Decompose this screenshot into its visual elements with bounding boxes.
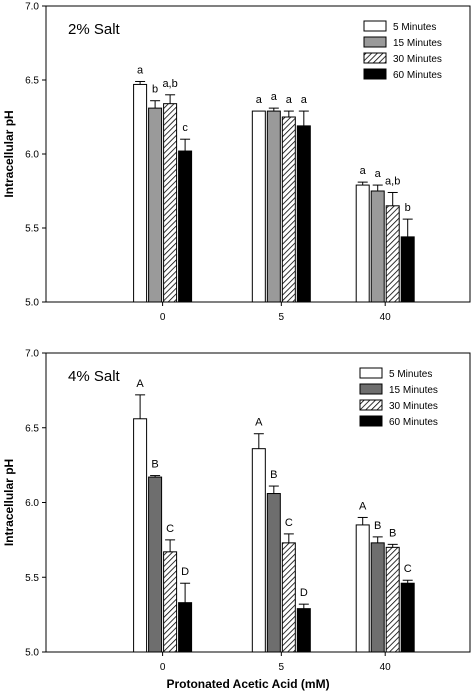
x-tick-label: 40 [380, 662, 392, 673]
panel-title: 4% Salt [68, 368, 121, 385]
bar [385, 205, 400, 303]
y-tick-label: 6.5 [25, 76, 39, 87]
bar [296, 125, 311, 303]
panel-1: 5.0 5.5 6.0 6.5 7.0 Intracellular pH 2% Salt 0 a… [2, 2, 471, 323]
legend-label: 5 Minutes [389, 369, 432, 380]
legend-swatch [359, 367, 383, 379]
significance-label: D [300, 587, 308, 599]
legend-swatch [363, 36, 387, 48]
y-tick-label: 5.5 [25, 224, 39, 235]
bar [400, 582, 415, 653]
bar [163, 103, 178, 303]
significance-label: A [359, 500, 367, 512]
bar [266, 493, 281, 653]
y-axis-title: Intracellular pH [2, 459, 16, 546]
bar [148, 476, 163, 653]
legend-label: 60 Minutes [393, 70, 442, 81]
significance-label: A [136, 378, 144, 390]
bar [148, 107, 163, 303]
significance-label: C [166, 523, 174, 535]
significance-label: D [181, 566, 189, 578]
bar [281, 542, 296, 653]
panel-title: 2% Salt [68, 21, 121, 38]
legend-label: 15 Minutes [389, 385, 438, 396]
significance-label: a [137, 64, 144, 76]
bar [266, 110, 281, 303]
legend-label: 5 Minutes [393, 22, 436, 33]
x-tick-label: 0 [160, 312, 166, 323]
significance-label: B [374, 520, 381, 532]
significance-label: a [301, 94, 308, 106]
significance-label: C [285, 517, 293, 529]
legend-swatch [363, 20, 387, 32]
y-axis-title: Intracellular pH [2, 110, 16, 197]
legend-swatch [359, 383, 383, 395]
bar [281, 116, 296, 303]
legend-swatch [359, 399, 383, 411]
significance-label: a [256, 94, 263, 106]
significance-label: a [360, 165, 367, 177]
panel-2: 5.0 5.5 6.0 6.5 7.0 Intracellular pH 4% Salt 0 A… [2, 349, 471, 691]
bar [163, 551, 178, 653]
x-tick-label: 0 [160, 662, 166, 673]
y-tick-label: 5.0 [25, 648, 39, 659]
bar [251, 448, 266, 653]
legend-swatch [363, 52, 387, 64]
significance-label: a [286, 94, 293, 106]
bar [133, 418, 148, 653]
bar [355, 524, 370, 653]
significance-label: c [182, 122, 188, 134]
significance-label: C [404, 563, 412, 575]
bar [251, 110, 266, 303]
x-tick-label: 5 [279, 312, 285, 323]
bar [178, 150, 193, 303]
significance-label: a [375, 168, 382, 180]
significance-label: a [271, 91, 278, 103]
y-tick-label: 6.0 [25, 150, 39, 161]
legend-label: 60 Minutes [389, 417, 438, 428]
significance-label: a,b [385, 175, 400, 187]
legend-label: 30 Minutes [393, 54, 442, 65]
bar [370, 542, 385, 653]
bar [400, 236, 415, 303]
y-tick-label: 6.5 [25, 423, 39, 434]
x-tick-label: 5 [279, 662, 285, 673]
legend-label: 30 Minutes [389, 401, 438, 412]
bar [133, 83, 148, 303]
y-tick-label: 7.0 [25, 2, 39, 13]
y-tick-label: 5.5 [25, 573, 39, 584]
bar [370, 190, 385, 303]
x-tick-label: 40 [380, 312, 392, 323]
y-tick-label: 7.0 [25, 349, 39, 360]
y-tick-label: 6.0 [25, 498, 39, 509]
bar [296, 608, 311, 653]
bar [385, 546, 400, 653]
legend-label: 15 Minutes [393, 38, 442, 49]
bar [178, 602, 193, 653]
significance-label: a,b [162, 78, 177, 90]
legend-swatch [363, 68, 387, 80]
bar [355, 184, 370, 303]
significance-label: b [405, 202, 411, 214]
significance-label: B [389, 527, 396, 539]
significance-label: b [152, 84, 158, 96]
significance-label: B [151, 459, 158, 471]
significance-label: B [270, 469, 277, 481]
legend-swatch [359, 415, 383, 427]
y-tick-label: 5.0 [25, 298, 39, 309]
x-axis-title: Protonated Acetic Acid (mM) [166, 677, 329, 691]
significance-label: A [255, 417, 263, 429]
